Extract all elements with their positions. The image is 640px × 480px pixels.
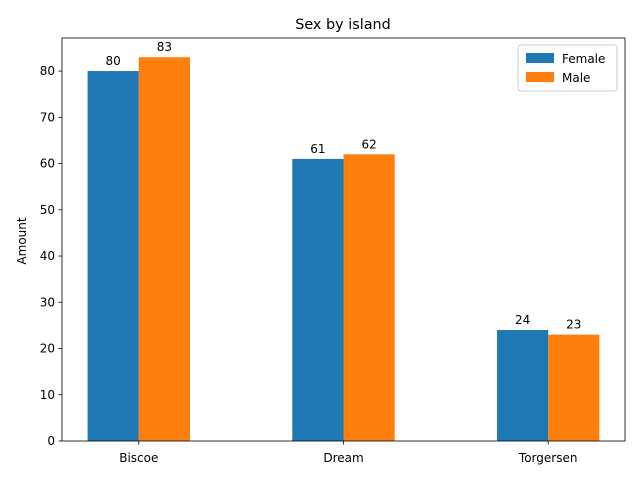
y-tick-label: 70 bbox=[40, 110, 55, 124]
data-label: 24 bbox=[515, 313, 530, 327]
legend-swatch-male bbox=[526, 72, 554, 82]
bar-male-dream bbox=[343, 154, 395, 442]
legend: Female Male bbox=[517, 44, 618, 92]
y-tick-label: 20 bbox=[40, 342, 55, 356]
y-tick-label: 30 bbox=[40, 295, 55, 309]
bar-male-biscoe bbox=[138, 57, 190, 441]
y-tick-label: 60 bbox=[40, 157, 55, 171]
legend-label-female: Female bbox=[562, 52, 605, 66]
y-tick-label: 50 bbox=[40, 203, 55, 217]
plot-area: 80 61 24 83 62 23 0 10 20 30 40 50 60 70 80 Biscoe Dream… bbox=[40, 37, 626, 465]
x-tick-label: Biscoe bbox=[119, 451, 158, 465]
legend-label-male: Male bbox=[562, 71, 590, 85]
x-tick-label: Torgersen bbox=[518, 451, 578, 465]
chart-title: Sex by island bbox=[295, 17, 391, 33]
data-label: 23 bbox=[566, 318, 581, 332]
data-label: 61 bbox=[310, 142, 325, 156]
x-tick-label: Dream bbox=[323, 451, 363, 465]
bar-male-torgersen bbox=[548, 334, 600, 441]
y-tick-label: 0 bbox=[47, 434, 55, 448]
bar-female-torgersen bbox=[497, 330, 549, 441]
bar-female-dream bbox=[292, 158, 344, 441]
data-label: 80 bbox=[106, 54, 121, 68]
legend-swatch-female bbox=[526, 53, 554, 63]
data-label: 62 bbox=[361, 137, 376, 151]
y-axis-label: Amount bbox=[15, 217, 29, 264]
data-label: 83 bbox=[157, 40, 172, 54]
y-tick-label: 80 bbox=[40, 64, 55, 78]
y-tick-label: 10 bbox=[40, 388, 55, 402]
bar-female-biscoe bbox=[87, 71, 139, 441]
y-tick-label: 40 bbox=[40, 249, 55, 263]
